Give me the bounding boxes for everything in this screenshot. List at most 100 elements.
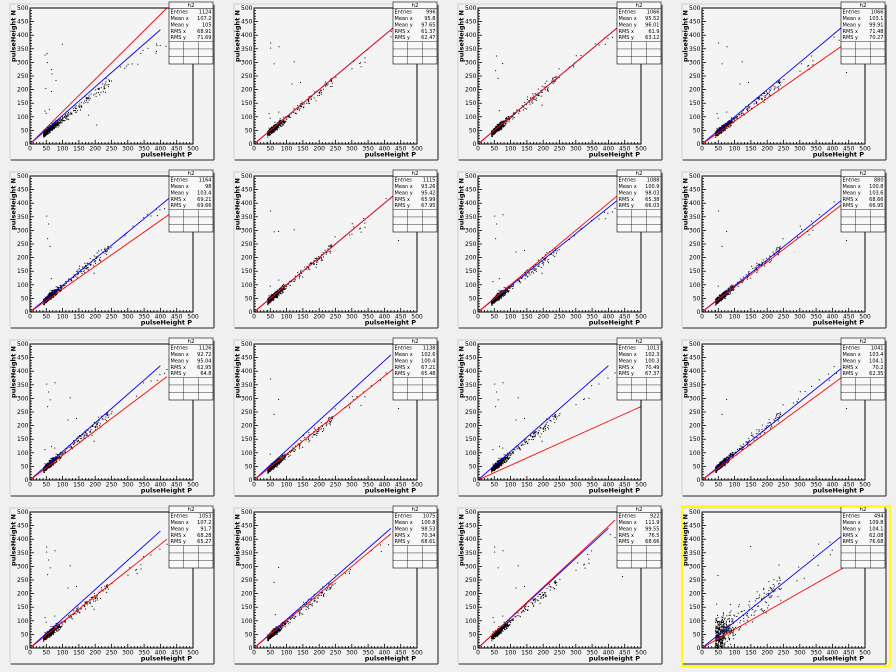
scatter-point	[774, 87, 776, 89]
scatter-point	[275, 128, 277, 130]
y-tick-label: 0	[473, 309, 477, 316]
scatter-point	[43, 298, 45, 300]
scatter-point	[84, 262, 86, 264]
scatter-point	[70, 280, 72, 282]
scatter-point	[76, 270, 78, 272]
stats-label: RMS y	[171, 203, 187, 209]
scatter-point	[53, 125, 54, 127]
scatter-point	[55, 291, 57, 293]
scatter-point	[44, 135, 46, 137]
y-tick-label: 100	[17, 282, 29, 289]
y-tick-label: 150	[17, 268, 29, 275]
scatter-point	[535, 268, 537, 270]
scatter-point	[272, 129, 274, 131]
scatter-point	[48, 223, 50, 225]
scatter-point	[89, 98, 91, 100]
scatter-point	[737, 285, 739, 287]
scatter-point	[58, 125, 60, 127]
scatter-point	[747, 105, 749, 107]
scatter-point	[53, 126, 54, 128]
scatter-point	[503, 291, 505, 293]
scatter-point	[496, 127, 498, 129]
scatter-point	[747, 108, 748, 110]
scatter-point	[90, 264, 91, 266]
scatter-point	[281, 290, 283, 292]
scatter-point	[61, 287, 62, 289]
x-tick-label: 450	[619, 146, 631, 153]
scatter-point	[68, 280, 70, 282]
x-tick-label: 200	[313, 314, 325, 321]
scatter-point	[716, 303, 718, 305]
scatter-point	[107, 250, 108, 252]
stats-label: Entries	[843, 10, 861, 16]
stats-value: 1066	[871, 10, 884, 16]
scatter-point	[45, 135, 47, 137]
scatter-point	[503, 286, 505, 288]
scatter-point	[57, 124, 59, 126]
scatter-point	[315, 266, 317, 268]
stats-value: 1164	[199, 178, 212, 184]
scatter-point	[504, 119, 506, 121]
scatter-point	[81, 101, 83, 103]
scatter-point	[508, 121, 510, 123]
scatter-point	[52, 289, 54, 291]
scatter-point	[544, 259, 546, 261]
stats-value: 70.27	[869, 35, 883, 41]
scatter-point	[313, 264, 315, 265]
scatter-point	[77, 274, 79, 276]
scatter-point	[44, 110, 46, 112]
scatter-point	[54, 289, 56, 291]
scatter-point	[300, 269, 302, 271]
x-tick-label: 100	[57, 314, 69, 321]
scatter-point	[604, 218, 606, 220]
scatter-point	[726, 290, 728, 292]
scatter-point	[317, 261, 319, 263]
scatter-point	[120, 66, 122, 68]
x-tick-label: 100	[281, 146, 293, 153]
scatter-point	[491, 304, 493, 306]
scatter-point	[45, 296, 47, 298]
scatter-point	[43, 132, 45, 134]
scatter-point	[493, 301, 495, 303]
x-tick-label: 400	[603, 314, 615, 321]
scatter-point	[769, 89, 771, 91]
y-tick-label: 200	[689, 87, 701, 94]
scatter-point	[56, 121, 58, 123]
y-tick-label: 100	[241, 282, 253, 289]
scatter-point	[303, 107, 305, 109]
scatter-point	[54, 124, 56, 126]
scatter-point	[508, 290, 510, 292]
scatter-point	[721, 125, 723, 127]
scatter-point	[50, 126, 52, 127]
scatter-point	[580, 55, 582, 56]
scatter-point	[282, 286, 284, 288]
scatter-point	[55, 121, 56, 123]
scatter-point	[534, 268, 536, 270]
stats-label: Mean y	[619, 22, 637, 28]
scatter-point	[60, 121, 62, 123]
scatter-point	[799, 70, 801, 72]
scatter-point	[730, 122, 732, 124]
scatter-point	[71, 113, 73, 115]
y-tick-label: 450	[465, 187, 477, 194]
scatter-point	[518, 280, 520, 282]
scatter-point	[321, 253, 323, 255]
scatter-point	[495, 130, 497, 131]
scatter-point	[496, 294, 498, 296]
fit-line-red	[29, 7, 168, 145]
scatter-point	[717, 135, 719, 137]
scatter-point	[270, 130, 272, 132]
y-tick-label: 450	[241, 19, 253, 26]
stats-box	[168, 1, 214, 65]
scatter-point	[77, 269, 79, 271]
x-tick-label: 300	[794, 146, 806, 153]
scatter-point	[75, 275, 77, 277]
scatter-point	[288, 116, 290, 118]
scatter-point	[759, 97, 761, 99]
scatter-point	[87, 97, 89, 99]
scatter-point	[733, 118, 735, 120]
scatter-point	[60, 284, 62, 286]
scatter-point	[556, 250, 558, 252]
scatter-point	[61, 43, 63, 45]
scatter-point	[541, 257, 543, 258]
